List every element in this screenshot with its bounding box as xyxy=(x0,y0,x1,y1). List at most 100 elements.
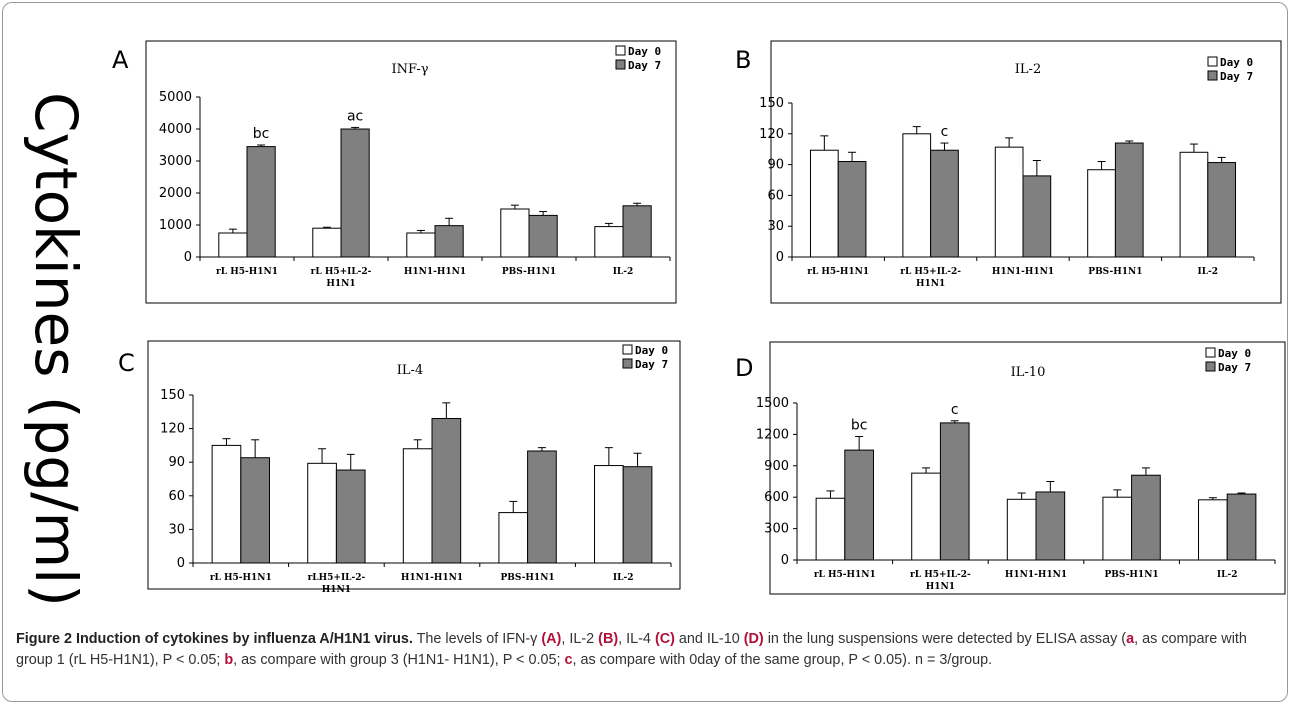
bar-day0 xyxy=(307,462,337,564)
bar-day7 xyxy=(246,146,276,258)
bar-day7 xyxy=(527,450,557,564)
significance-label: ac xyxy=(347,108,363,124)
bar-day0 xyxy=(1087,169,1116,258)
caption-text-8: , as compare with 0day of the same group… xyxy=(572,652,993,668)
chart-box xyxy=(770,40,1282,304)
bar-day0 xyxy=(911,472,941,561)
category-label: H1N1-H1N1 xyxy=(992,267,1054,277)
legend-label: Day 0 xyxy=(635,344,668,357)
y-tick-label: 1200 xyxy=(756,427,789,442)
legend-swatch xyxy=(622,344,633,355)
caption-text-5: in the lung suspensions were detected by… xyxy=(763,631,1127,647)
caption-text-1: The levels of IFN-γ xyxy=(412,631,542,647)
bar-day7 xyxy=(939,422,970,561)
category-label: rL H5+IL-2- xyxy=(900,267,961,277)
legend-label: Day 0 xyxy=(628,45,661,58)
category-label: rL H5-H1N1 xyxy=(216,267,278,277)
legend-label: Day 7 xyxy=(635,358,668,371)
bar-day7 xyxy=(335,469,366,564)
chart-title: INF-γ xyxy=(391,62,428,77)
category-label: H1N1 xyxy=(326,279,355,289)
y-tick-label: 30 xyxy=(168,522,185,537)
y-tick-label: 60 xyxy=(767,188,784,203)
bar-day7 xyxy=(1131,474,1161,561)
bar-day0 xyxy=(1102,496,1133,561)
panel-letter: C xyxy=(118,349,135,377)
bar-day7 xyxy=(930,149,959,258)
bar-day7 xyxy=(1114,142,1144,258)
bar-day0 xyxy=(815,497,846,561)
panel-letter: A xyxy=(112,46,129,74)
bar-day7 xyxy=(844,449,874,561)
legend-label: Day 0 xyxy=(1218,347,1251,360)
legend-label: Day 7 xyxy=(1218,361,1251,374)
category-label: rL H5-H1N1 xyxy=(807,267,869,277)
y-tick-label: 60 xyxy=(168,489,185,504)
bar-day0 xyxy=(1198,499,1228,561)
caption-ref-d: (D) xyxy=(743,631,764,647)
category-label: H1N1-H1N1 xyxy=(404,267,466,277)
bar-day7 xyxy=(837,161,867,258)
y-tick-label: 90 xyxy=(767,158,784,173)
legend-swatch xyxy=(615,59,626,70)
category-label: IL-2 xyxy=(1217,570,1238,580)
legend-label: Day 7 xyxy=(628,59,661,72)
bar-day0 xyxy=(809,149,839,258)
category-label: rL H5+IL-2- xyxy=(311,267,372,277)
bar-day7 xyxy=(1207,162,1237,258)
legend-label: Day 0 xyxy=(1220,56,1253,69)
chart-box xyxy=(769,341,1286,595)
bar-day7 xyxy=(1035,491,1066,561)
category-label: PBS-H1N1 xyxy=(1088,267,1142,277)
legend-swatch xyxy=(1205,347,1216,358)
y-tick-label: 0 xyxy=(781,553,789,568)
legend-swatch xyxy=(1207,70,1218,81)
category-label: rL H5-H1N1 xyxy=(814,570,876,580)
category-label: PBS-H1N1 xyxy=(502,267,556,277)
bar-day0 xyxy=(312,227,342,258)
bar-day0 xyxy=(218,232,248,258)
chart-title: IL-2 xyxy=(1015,62,1041,77)
panel-letter: B xyxy=(735,46,751,74)
y-tick-label: 30 xyxy=(767,219,784,234)
legend-swatch xyxy=(615,45,626,56)
bar-day7 xyxy=(1226,493,1257,561)
y-tick-label: 0 xyxy=(184,250,192,265)
category-label: PBS-H1N1 xyxy=(1104,570,1158,580)
bar-day0 xyxy=(1179,151,1209,258)
category-label: IL-2 xyxy=(613,267,634,277)
bar-day7 xyxy=(1022,175,1052,258)
bar-day7 xyxy=(622,205,652,258)
y-tick-label: 0 xyxy=(776,250,784,265)
legend-swatch xyxy=(1205,361,1216,372)
significance-label: bc xyxy=(253,126,270,142)
y-tick-label: 150 xyxy=(759,96,784,111)
y-tick-label: 600 xyxy=(764,490,789,505)
legend-swatch xyxy=(1207,56,1218,67)
y-tick-label: 0 xyxy=(177,556,185,571)
significance-label: bc xyxy=(851,417,868,433)
bar-day0 xyxy=(498,512,529,564)
y-tick-label: 120 xyxy=(759,127,784,142)
caption-text-7: , as compare with group 3 (H1N1- H1N1), … xyxy=(233,652,565,668)
bar-day0 xyxy=(211,444,242,564)
caption-text-2: , IL-2 xyxy=(561,631,599,647)
bar-day7 xyxy=(431,418,462,564)
bar-day7 xyxy=(528,214,558,258)
y-tick-label: 1000 xyxy=(159,218,192,233)
caption-text-3: , IL-4 xyxy=(618,631,655,647)
caption-ref-c: (C) xyxy=(654,631,675,647)
caption-ref-b: (B) xyxy=(598,631,619,647)
category-label: rL H5-H1N1 xyxy=(210,573,272,583)
y-tick-label: 120 xyxy=(160,422,185,437)
chart-title: IL-10 xyxy=(1011,365,1046,380)
caption-letter-b: b xyxy=(224,652,234,668)
